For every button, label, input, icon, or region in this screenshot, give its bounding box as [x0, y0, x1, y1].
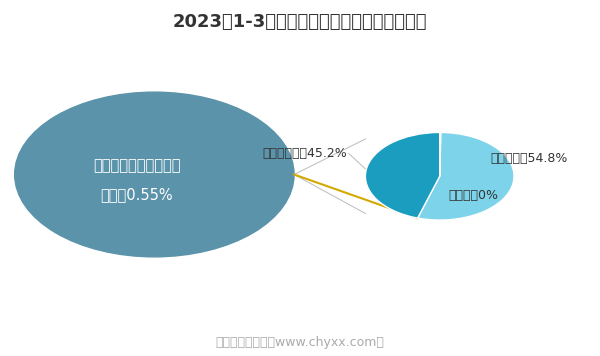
Text: 公共汽电车54.8%: 公共汽电车54.8%: [490, 152, 568, 164]
Text: 轨道交通0%: 轨道交通0%: [449, 189, 499, 202]
Text: 制图：智研咨询（www.chyxx.com）: 制图：智研咨询（www.chyxx.com）: [215, 336, 385, 349]
Text: 巡游出租汽车45.2%: 巡游出租汽车45.2%: [263, 147, 347, 160]
Text: 比重为0.55%: 比重为0.55%: [100, 187, 173, 202]
Circle shape: [14, 92, 294, 257]
Wedge shape: [418, 132, 514, 220]
Wedge shape: [440, 132, 441, 176]
Text: 青海省客运总量占全国: 青海省客运总量占全国: [93, 158, 180, 173]
Text: 2023年1-3月青海省累计客运总量分类统计图: 2023年1-3月青海省累计客运总量分类统计图: [173, 13, 427, 31]
Wedge shape: [365, 132, 440, 218]
